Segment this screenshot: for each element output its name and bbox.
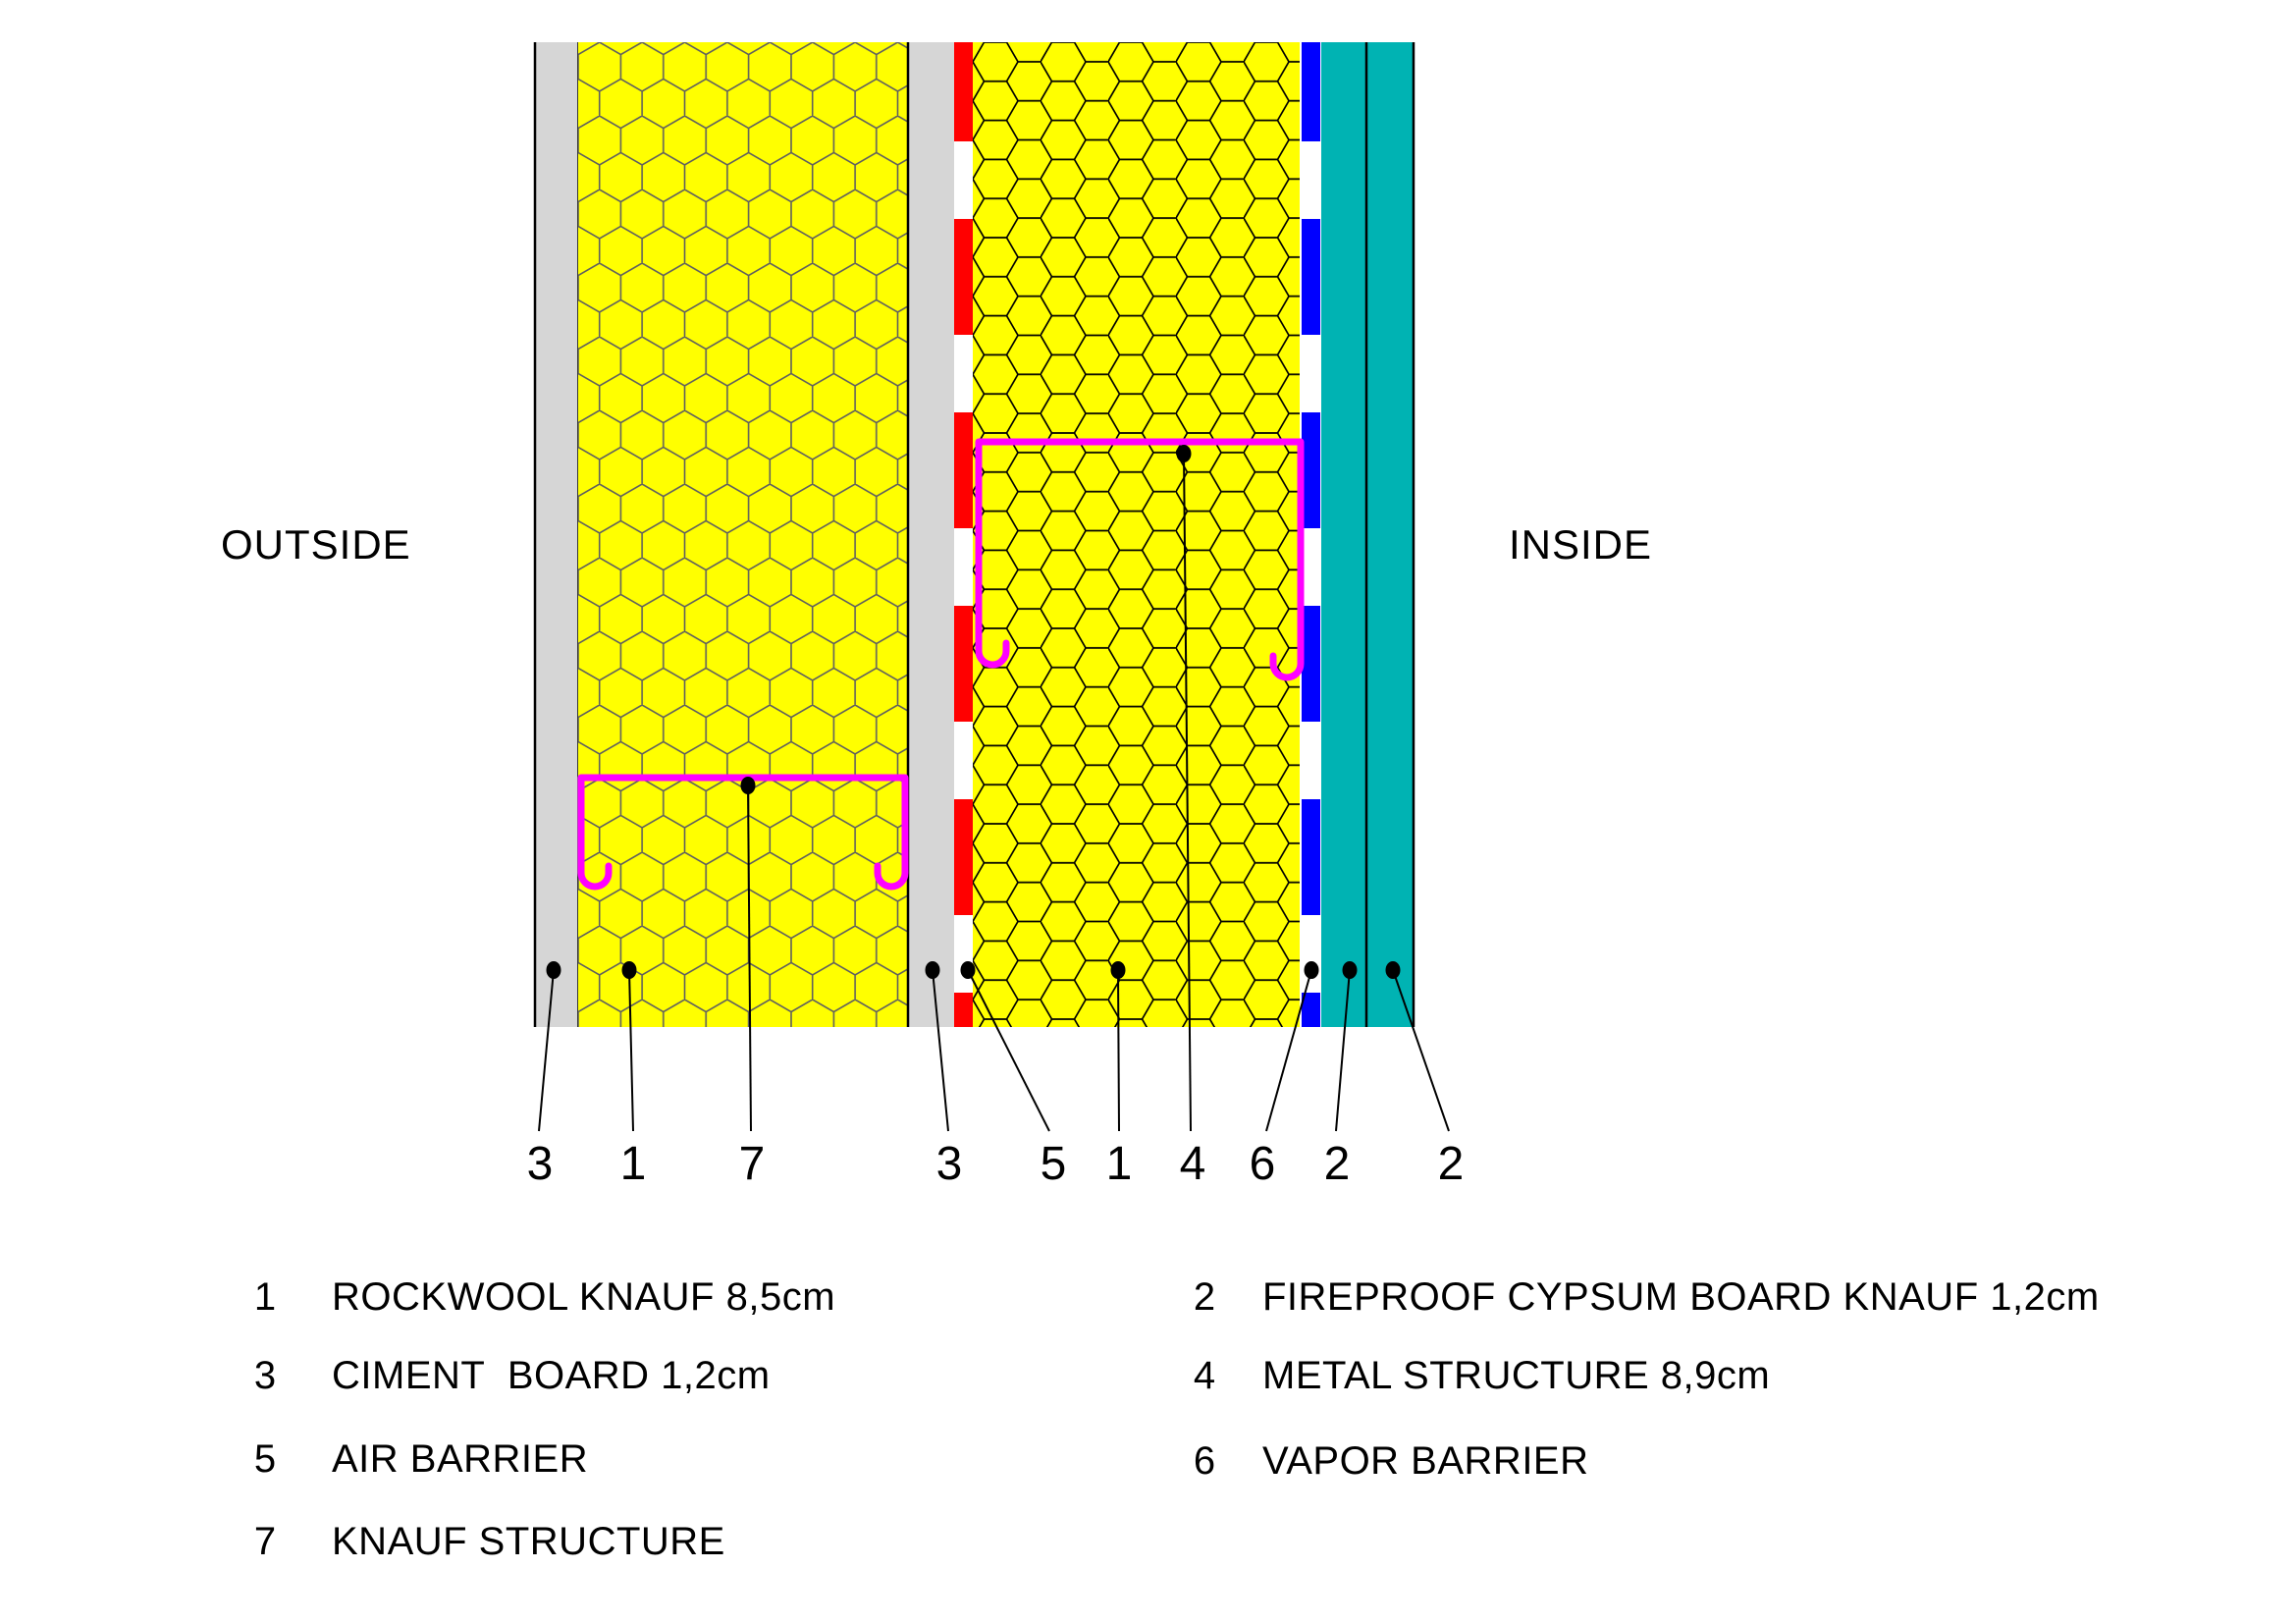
legend-text-knauf-structure: KNAUF STRUCTURE <box>332 1520 725 1563</box>
legend-item-vapor-barrier: 6 VAPOR BARRIER <box>1183 1439 1589 1487</box>
dot-vapor-barrier <box>1304 961 1319 979</box>
dot-rockwool-1 <box>621 961 637 979</box>
dot-ciment-inner <box>925 961 940 979</box>
legend-text-air-barrier: AIR BARRIER <box>332 1437 589 1481</box>
leader-1-inner <box>1117 969 1120 1132</box>
dot-metal-structure <box>1176 445 1192 462</box>
leader-dots <box>546 445 1401 979</box>
leader-2-second <box>1392 969 1450 1132</box>
wall-layers <box>533 42 1415 1027</box>
dot-rockwool-2 <box>1110 961 1126 979</box>
legend-num-6: 6 <box>1193 1439 1216 1483</box>
layer-rockwool-2-hatch <box>973 42 1300 1027</box>
dot-ciment-outer <box>546 961 561 979</box>
callout-6: 6 <box>1249 1138 1276 1190</box>
callout-7: 7 <box>738 1138 766 1190</box>
callout-2-first: 2 <box>1323 1138 1351 1190</box>
legend-item-rockwool: 1 ROCKWOOL KNAUF 8,5cm <box>243 1275 835 1323</box>
legend-text-ciment-board: CIMENT BOARD 1,2cm <box>332 1354 771 1397</box>
legend-num-4: 4 <box>1193 1354 1216 1397</box>
legend-num-7: 7 <box>253 1520 277 1563</box>
leader-2-first <box>1335 969 1351 1132</box>
dot-gypsum-1 <box>1342 961 1358 979</box>
legend-item-knauf-structure: 7 KNAUF STRUCTURE <box>243 1520 725 1567</box>
layer-gypsum-boards <box>1321 42 1415 1027</box>
metal-profiles <box>577 438 1305 891</box>
legend-item-ciment-board: 3 CIMENT BOARD 1,2cm <box>243 1354 771 1401</box>
inside-label: INSIDE <box>1509 521 1653 568</box>
legend-item-gypsum-board: 2 FIREPROOF CYPSUM BOARD KNAUF 1,2cm <box>1183 1275 2100 1323</box>
legend-text-metal-structure: METAL STRUCTURE 8,9cm <box>1262 1354 1771 1397</box>
callout-3-inner: 3 <box>935 1138 963 1190</box>
leader-1-outer <box>628 969 634 1132</box>
metal-structure-profile <box>975 438 1305 681</box>
leader-3-inner <box>932 969 949 1132</box>
leader-3-outer <box>538 969 555 1132</box>
callout-3-outer: 3 <box>526 1138 554 1190</box>
callout-5: 5 <box>1040 1138 1067 1190</box>
layer-ciment-board-inner <box>907 42 954 1027</box>
dot-knauf-structure <box>740 777 756 794</box>
callout-1-outer: 1 <box>619 1138 647 1190</box>
leader-6 <box>1265 969 1312 1132</box>
legend-item-air-barrier: 5 AIR BARRIER <box>243 1437 588 1485</box>
legend-item-metal-structure: 4 METAL STRUCTURE 8,9cm <box>1183 1354 1770 1401</box>
legend-text-rockwool: ROCKWOOL KNAUF 8,5cm <box>332 1275 836 1319</box>
layer-ciment-board-outer <box>534 42 578 1027</box>
legend-text-gypsum-board: FIREPROOF CYPSUM BOARD KNAUF 1,2cm <box>1262 1275 2100 1319</box>
dot-air-barrier <box>960 961 976 979</box>
callout-1-inner: 1 <box>1105 1138 1133 1190</box>
dot-gypsum-2 <box>1385 961 1401 979</box>
outside-label: OUTSIDE <box>221 521 411 568</box>
knauf-structure-profile <box>577 774 909 891</box>
leader-7 <box>747 784 752 1132</box>
callout-2-second: 2 <box>1437 1138 1465 1190</box>
legend-num-1: 1 <box>253 1275 277 1319</box>
leader-4 <box>1183 453 1192 1132</box>
legend-num-2: 2 <box>1193 1275 1216 1319</box>
layer-rockwool-1-hatch <box>578 42 907 1027</box>
legend-num-5: 5 <box>253 1437 277 1481</box>
leader-lines <box>538 453 1450 1132</box>
leader-5 <box>967 969 1050 1132</box>
legend-num-3: 3 <box>253 1354 277 1397</box>
callout-4: 4 <box>1179 1138 1206 1190</box>
legend-text-vapor-barrier: VAPOR BARRIER <box>1262 1439 1589 1483</box>
